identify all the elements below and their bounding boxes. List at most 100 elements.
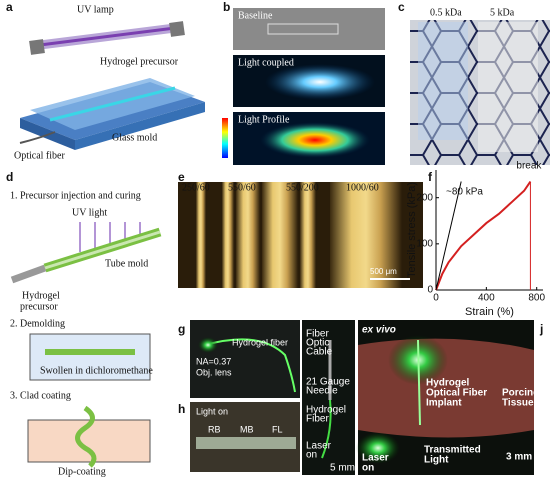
- label: precursor: [20, 301, 58, 312]
- photo: [190, 320, 300, 398]
- panel-label: h: [178, 402, 185, 416]
- label: 550/200: [286, 182, 319, 193]
- x-tick-label: 0: [433, 293, 439, 304]
- label: 250/60: [182, 182, 210, 193]
- panel-label: d: [6, 170, 13, 184]
- panel-label: f: [428, 170, 433, 184]
- gel: [418, 22, 468, 140]
- panel-d: d 1. Precursor injection and curing UV l…: [6, 170, 162, 477]
- gel: [478, 22, 538, 152]
- label: Tissue: [502, 398, 534, 409]
- label: Fiber: [306, 329, 329, 340]
- panel-e: e 500 μm 250/60 550/60 550/200 1000/60: [178, 170, 423, 288]
- label: Needle: [306, 386, 338, 397]
- label: Laser: [362, 453, 389, 464]
- scale-label: 5 mm: [330, 463, 355, 474]
- lamp-cap: [29, 39, 45, 55]
- label: on: [306, 450, 317, 461]
- annotation: break: [516, 161, 542, 172]
- label: RB: [208, 424, 221, 434]
- label: Laser: [306, 441, 332, 452]
- curve: [435, 180, 532, 291]
- panel-label: g: [178, 322, 185, 336]
- x-axis-label: Strain (%): [465, 306, 514, 318]
- label: Hydrogel fiber: [232, 337, 288, 347]
- panel-a: a UV lamp Hydrogel precursor Glass mold …: [6, 0, 205, 161]
- label: Hydrogel precursor: [100, 56, 179, 67]
- label: 550/60: [228, 182, 256, 193]
- tube-core: [44, 230, 161, 270]
- label: Obj. lens: [196, 367, 232, 377]
- label: UV light: [72, 207, 107, 218]
- panel-f: f 0 400 800 0 100 200 Strain (%) Tensile stress…: [406, 161, 546, 318]
- label: 1000/60: [346, 182, 379, 193]
- label: Hydrogel: [22, 290, 60, 301]
- panel-label: c: [398, 0, 405, 14]
- label: Baseline: [238, 10, 273, 21]
- label: Tube mold: [105, 258, 148, 269]
- panel-b: b Baseline Light coupled Light Profile: [222, 0, 385, 165]
- panel-label: j: [539, 322, 543, 336]
- label: Dip-coating: [58, 466, 106, 477]
- syringe: [10, 264, 47, 284]
- label: FL: [272, 424, 283, 434]
- label: Light Profile: [238, 114, 290, 125]
- label: UV lamp: [77, 4, 114, 15]
- y-tick-label: 0: [427, 285, 433, 296]
- label: Light: [424, 455, 449, 466]
- step: 3. Clad coating: [10, 390, 71, 401]
- panel-g: g Hydrogel fiber NA=0.37 Obj. lens: [178, 320, 300, 398]
- y-tick-label: 200: [416, 192, 433, 203]
- label: Cable: [306, 347, 333, 358]
- label: ex vivo: [362, 325, 396, 336]
- label: Optic: [306, 338, 329, 349]
- label: 21 Gauge: [306, 377, 350, 388]
- photo: [233, 8, 385, 50]
- label: NA=0.37: [196, 356, 231, 366]
- label: Light coupled: [238, 57, 294, 68]
- x-tick-label: 800: [528, 293, 545, 304]
- panel-label: b: [223, 0, 230, 14]
- label: MB: [240, 424, 254, 434]
- scale-label: 500 μm: [370, 267, 397, 276]
- scale-label: 3 mm: [506, 452, 532, 463]
- label: Hydrogel: [426, 378, 470, 389]
- step: 2. Demolding: [10, 318, 65, 329]
- panel-label: e: [178, 170, 185, 184]
- label: Implant: [426, 398, 462, 409]
- label: Porcine: [502, 388, 539, 399]
- panel-h: h Light on RB MB FL: [178, 402, 300, 472]
- fiber: [204, 338, 296, 393]
- label: Glass mold: [112, 132, 157, 143]
- annotation: ~80 kPa: [446, 187, 483, 198]
- label: 0.5 kDa: [430, 7, 462, 18]
- colorbar: [222, 118, 228, 158]
- glow: [265, 64, 375, 100]
- y-tick-label: 100: [416, 238, 433, 249]
- panel-c: c 0.5 kDa 5 kDa: [398, 0, 550, 165]
- fiber: [267, 23, 339, 35]
- x-tick-label: 400: [478, 293, 495, 304]
- label: Optical fiber: [14, 150, 65, 161]
- precursor-channel: [49, 86, 176, 122]
- fiber: [321, 399, 332, 459]
- glass-mold: [75, 102, 205, 150]
- panel-label: a: [6, 0, 13, 14]
- label: 5 kDa: [490, 7, 515, 18]
- label: Fiber: [306, 414, 329, 425]
- heatmap: [260, 122, 370, 158]
- step: 1. Precursor injection and curing: [10, 190, 141, 201]
- container: [29, 333, 151, 381]
- label: on: [362, 463, 374, 474]
- label: Swollen in dichloromethane: [40, 365, 153, 376]
- optical-fiber: [19, 131, 56, 144]
- panel-j: j ex vivo Hydrogel Optical Fiber Implant…: [356, 320, 543, 475]
- slope-line: [435, 181, 462, 291]
- y-axis-label: Tensile stress (kPa): [406, 182, 418, 278]
- label: Hydrogel: [306, 405, 346, 416]
- panel-i: i Fiber Optic Cable 21 Gauge Needle Hydr…: [302, 320, 355, 475]
- lamp-cap: [169, 21, 185, 37]
- uv-lamp-core: [39, 26, 176, 47]
